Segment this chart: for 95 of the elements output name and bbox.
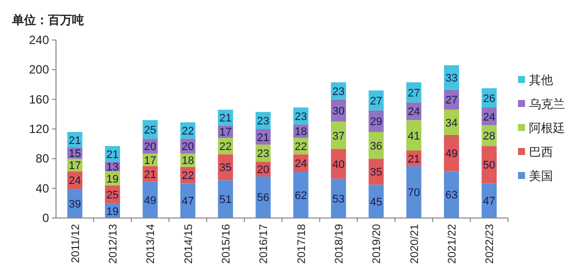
data-label: 23 [294, 111, 307, 124]
data-label: 47 [182, 196, 194, 208]
x-tick-label: 2011/12 [70, 224, 82, 263]
bar [482, 146, 497, 184]
data-label: 49 [445, 148, 458, 160]
data-label: 45 [370, 196, 382, 208]
data-label: 49 [144, 194, 156, 207]
data-label: 24 [294, 158, 307, 170]
data-label: 35 [370, 166, 382, 179]
data-label: 21 [257, 132, 270, 144]
data-label: 22 [294, 141, 307, 154]
data-label: 17 [144, 154, 156, 167]
x-tick-label: 2013/14 [145, 224, 158, 264]
x-tick-label: 2018/19 [334, 224, 346, 264]
data-label: 15 [68, 148, 81, 160]
data-label: 21 [68, 134, 81, 147]
y-tick-label: 240 [28, 33, 50, 47]
data-label: 63 [445, 190, 458, 202]
bar [444, 134, 460, 172]
x-tick-label: 2019/20 [371, 224, 384, 264]
data-label: 24 [408, 106, 420, 118]
data-label: 36 [370, 140, 382, 152]
x-tick-label: 2015/16 [220, 224, 232, 264]
y-tick-label: 80 [36, 152, 50, 166]
data-label: 26 [483, 92, 496, 105]
data-label: 28 [483, 130, 496, 143]
data-label: 47 [483, 196, 496, 208]
data-label: 51 [219, 194, 232, 206]
data-label: 21 [219, 112, 232, 125]
data-label: 35 [219, 162, 232, 174]
data-label: 23 [332, 86, 345, 98]
legend-label: 巴西 [529, 145, 553, 159]
bar [180, 183, 196, 218]
data-label: 24 [68, 175, 81, 188]
data-label: 53 [332, 193, 345, 206]
x-tick-label: 2021/22 [446, 224, 458, 264]
data-label: 27 [370, 95, 382, 108]
chart-title: 单位：百万吨 [11, 13, 84, 27]
legend-label: 其他 [529, 73, 553, 87]
x-tick-label: 2017/18 [296, 224, 308, 264]
data-label: 21 [144, 168, 156, 181]
legend-label: 乌克兰 [529, 97, 565, 111]
data-label: 22 [182, 125, 194, 138]
x-tick-label: 2022/23 [484, 224, 496, 264]
data-label: 50 [483, 160, 496, 172]
data-label: 22 [182, 170, 194, 182]
data-label: 29 [370, 116, 382, 128]
data-label: 39 [68, 198, 81, 211]
bar [406, 120, 422, 151]
data-label: 27 [408, 87, 420, 100]
bar [482, 183, 497, 218]
data-label: 20 [144, 141, 156, 154]
data-label: 34 [445, 117, 458, 130]
data-label: 20 [182, 141, 194, 154]
data-label: 17 [219, 126, 232, 139]
data-label: 18 [182, 155, 194, 168]
data-label: 41 [408, 130, 420, 142]
data-label: 19 [106, 173, 119, 186]
y-tick-label: 40 [36, 181, 50, 196]
x-tick-label: 2016/17 [258, 224, 270, 264]
y-tick-label: 200 [28, 62, 50, 77]
legend-label: 美国 [529, 169, 553, 183]
y-tick-label: 0 [42, 211, 50, 225]
data-label: 19 [106, 206, 119, 218]
data-label: 30 [332, 105, 345, 118]
bar [218, 180, 234, 218]
data-label: 70 [408, 187, 420, 200]
data-label: 20 [257, 164, 270, 176]
legend-label: 阿根廷 [529, 121, 565, 135]
data-label: 25 [144, 124, 156, 136]
data-label: 22 [219, 141, 232, 154]
x-tick-label: 2012/13 [108, 224, 120, 264]
data-label: 23 [257, 115, 270, 128]
y-tick-label: 160 [28, 92, 50, 106]
data-label: 21 [106, 148, 119, 161]
bar [293, 172, 308, 218]
data-label: 21 [408, 153, 420, 166]
data-label: 40 [332, 158, 345, 171]
data-label: 56 [257, 192, 270, 204]
data-label: 24 [483, 111, 496, 124]
data-label: 62 [294, 190, 307, 202]
data-label: 13 [106, 161, 119, 174]
data-label: 27 [445, 94, 458, 107]
data-label: 23 [257, 148, 270, 160]
data-label: 33 [445, 72, 458, 84]
data-label: 37 [332, 130, 345, 142]
bar [406, 166, 422, 218]
x-tick-label: 2020/21 [408, 224, 421, 264]
x-tick-label: 2014/15 [182, 224, 195, 264]
bar [444, 171, 460, 218]
data-label: 17 [68, 160, 81, 172]
bar [330, 178, 346, 218]
data-label: 25 [106, 190, 119, 202]
data-label: 18 [294, 126, 307, 138]
y-tick-label: 120 [28, 122, 50, 136]
